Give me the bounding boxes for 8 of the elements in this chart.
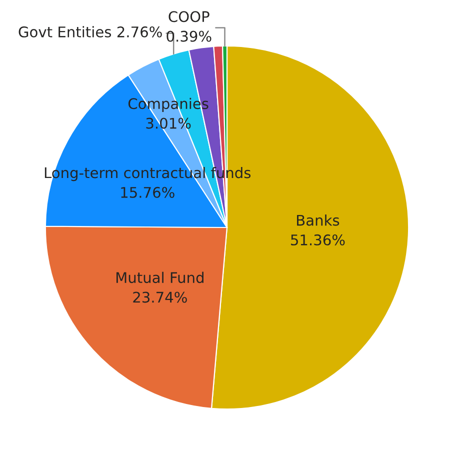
- data-label: 15.76%: [121, 186, 174, 198]
- slice-label: COOP: [168, 11, 210, 22]
- slice-label: Mutual Fund: [116, 272, 204, 284]
- data-label: 0.39%: [166, 30, 212, 42]
- slice-label: Govt Entities 2.76%: [18, 26, 162, 38]
- slice-label: Banks: [297, 214, 340, 226]
- data-label: 51.36%: [291, 234, 345, 246]
- data-label: 23.74%: [133, 292, 187, 303]
